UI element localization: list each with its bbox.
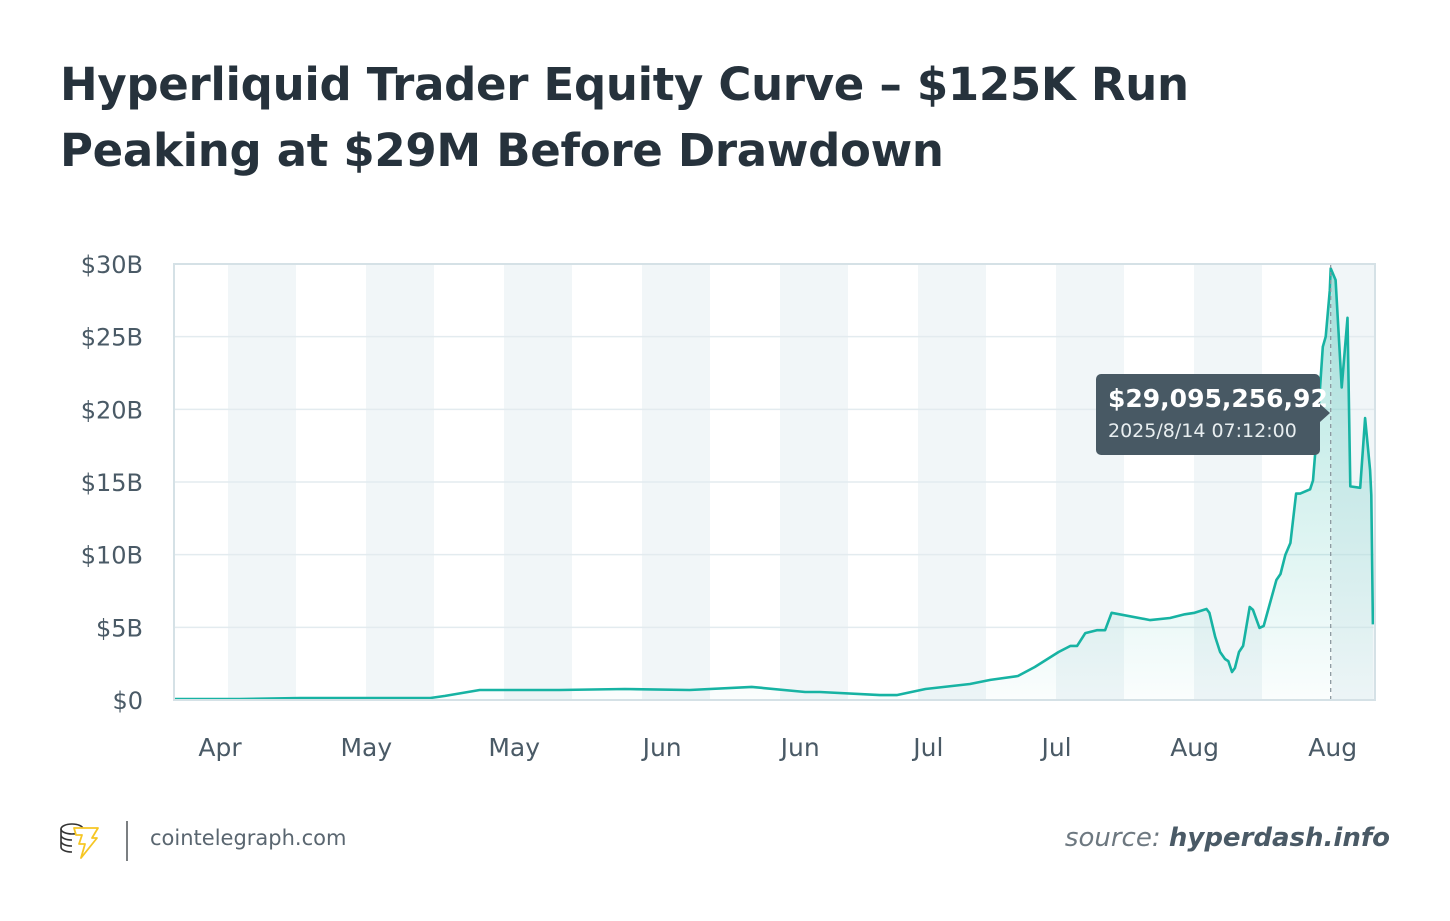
x-tick-label: Jul	[911, 733, 943, 762]
source-name: hyperdash.info	[1168, 823, 1390, 853]
x-tick-label: May	[340, 733, 392, 762]
y-tick-label: $30B	[81, 251, 143, 279]
x-axis: Apr May May Jun Jun Jul Jul Aug Aug	[198, 733, 1357, 762]
x-tick-label: Jun	[779, 733, 820, 762]
y-tick-label: $15B	[81, 469, 143, 497]
equity-area	[174, 268, 1373, 700]
y-tick-label: $25B	[81, 324, 143, 352]
y-tick-label: $5B	[96, 614, 143, 642]
chart-title: Hyperliquid Trader Equity Curve – $125K …	[60, 58, 1189, 177]
y-tick-label: $0	[112, 687, 143, 715]
plot-frame	[173, 263, 1376, 701]
x-tick-label: May	[488, 733, 540, 762]
y-tick-label: $10B	[81, 542, 143, 570]
y-axis: $0 $5B $10B $15B $20B $25B $30B	[81, 251, 143, 715]
x-tick-label: Apr	[198, 733, 242, 762]
source-prefix: source:	[1064, 823, 1161, 853]
tooltip-value: $29,095,256,92	[1108, 384, 1328, 413]
x-tick-label: Jun	[641, 733, 682, 762]
cointelegraph-logo-icon	[60, 823, 99, 859]
equity-line	[174, 267, 1375, 701]
footer-divider	[126, 821, 128, 861]
x-tick-label: Aug	[1170, 733, 1219, 762]
tooltip-date: 2025/8/14 07:12:00	[1108, 420, 1297, 442]
source-credit: source: hyperdash.info	[1065, 823, 1390, 853]
y-tick-label: $20B	[81, 396, 143, 424]
site-name: cointelegraph.com	[150, 826, 347, 850]
x-tick-label: Aug	[1308, 733, 1357, 762]
x-tick-label: Jul	[1039, 733, 1071, 762]
data-tooltip: $29,095,256,92 2025/8/14 07:12:00	[1096, 374, 1330, 455]
